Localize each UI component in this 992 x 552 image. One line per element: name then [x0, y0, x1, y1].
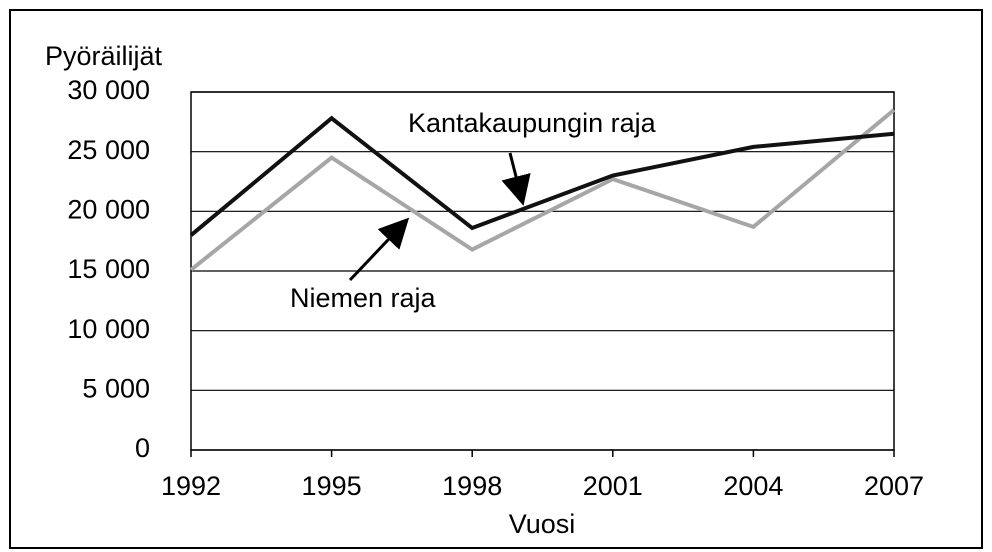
series-annotation: Niemen raja [290, 283, 437, 313]
y-tick-label: 0 [135, 433, 150, 463]
x-tick-label: 1992 [161, 471, 221, 501]
y-tick-label: 20 000 [67, 194, 150, 224]
y-tick-label: 5 000 [82, 373, 150, 403]
plot-area [190, 91, 895, 451]
annotation-arrow [348, 217, 410, 282]
frame [9, 9, 983, 549]
annotation-arrow [501, 152, 531, 206]
x-tick-label: 2004 [723, 471, 783, 501]
x-axis-label: Vuosi [509, 509, 576, 539]
x-tick-label: 2001 [583, 471, 643, 501]
x-tick-label: 2007 [864, 471, 924, 501]
y-tick-label: 15 000 [67, 254, 150, 284]
x-tick-label: 1995 [302, 471, 362, 501]
series-line [189, 115, 895, 237]
y-tick-label: 10 000 [67, 314, 150, 344]
y-tick-label: 30 000 [67, 75, 150, 105]
x-tick-label: 1998 [442, 471, 502, 501]
series-annotation: Kantakaupungin raja [408, 108, 657, 138]
series-line [189, 108, 896, 272]
y-axis-label: Pyöräilijät [45, 41, 163, 71]
y-tick-label: 25 000 [67, 135, 150, 165]
